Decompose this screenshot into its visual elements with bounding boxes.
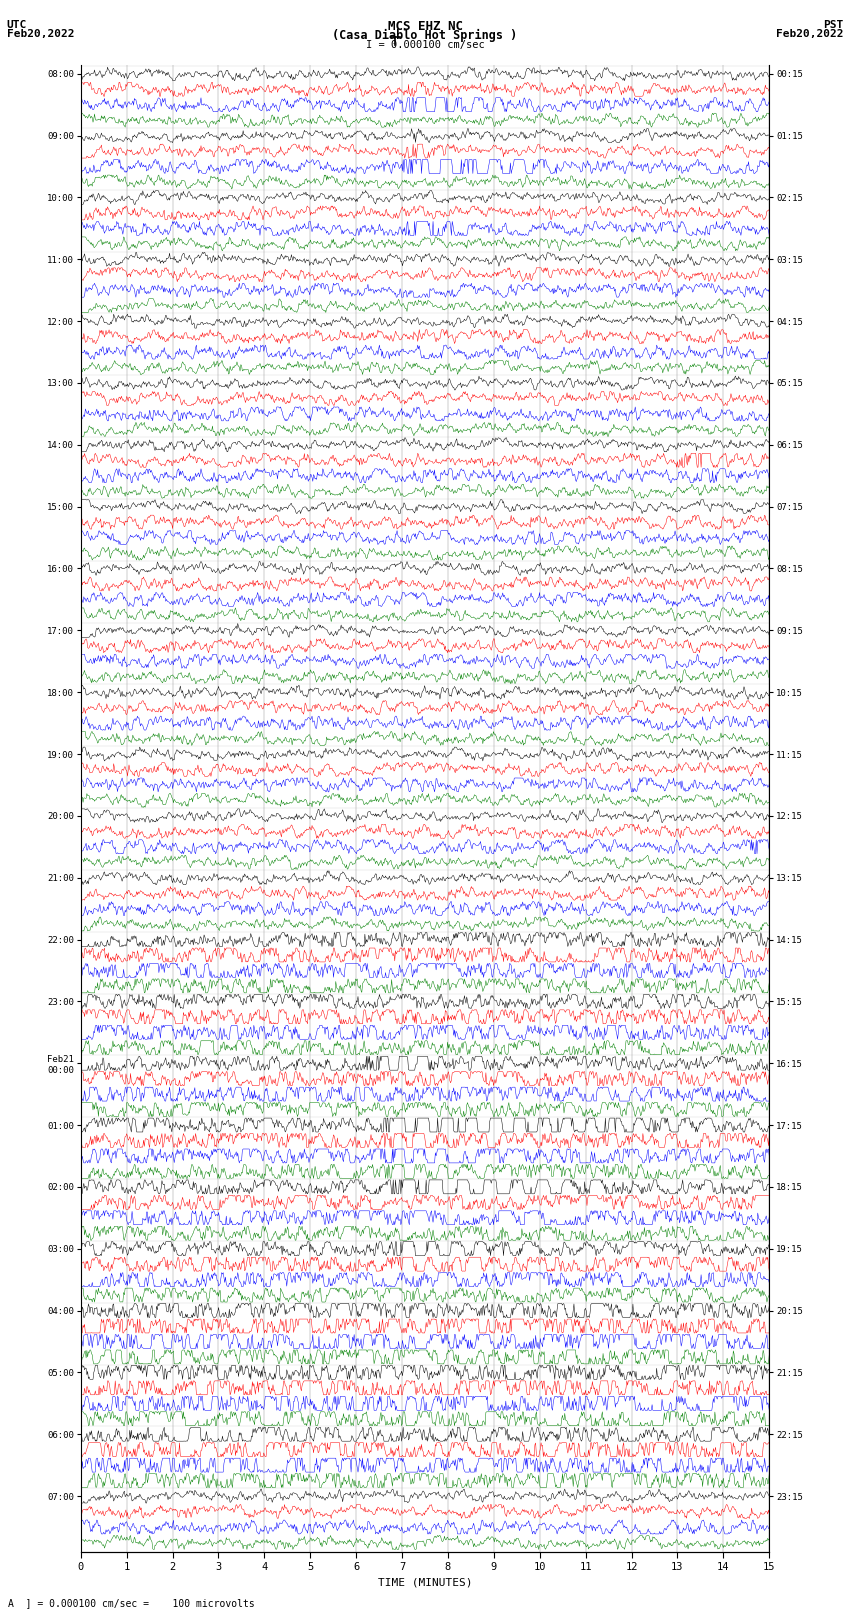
- Text: (Casa Diablo Hot Springs ): (Casa Diablo Hot Springs ): [332, 29, 518, 42]
- Text: PST: PST: [823, 19, 843, 31]
- Text: A  ] = 0.000100 cm/sec =    100 microvolts: A ] = 0.000100 cm/sec = 100 microvolts: [8, 1598, 255, 1608]
- Text: MCS EHZ NC: MCS EHZ NC: [388, 19, 462, 34]
- Text: Feb20,2022: Feb20,2022: [7, 29, 74, 39]
- Text: UTC: UTC: [7, 19, 27, 31]
- Text: I = 0.000100 cm/sec: I = 0.000100 cm/sec: [366, 39, 484, 50]
- Text: Feb20,2022: Feb20,2022: [776, 29, 843, 39]
- X-axis label: TIME (MINUTES): TIME (MINUTES): [377, 1578, 473, 1587]
